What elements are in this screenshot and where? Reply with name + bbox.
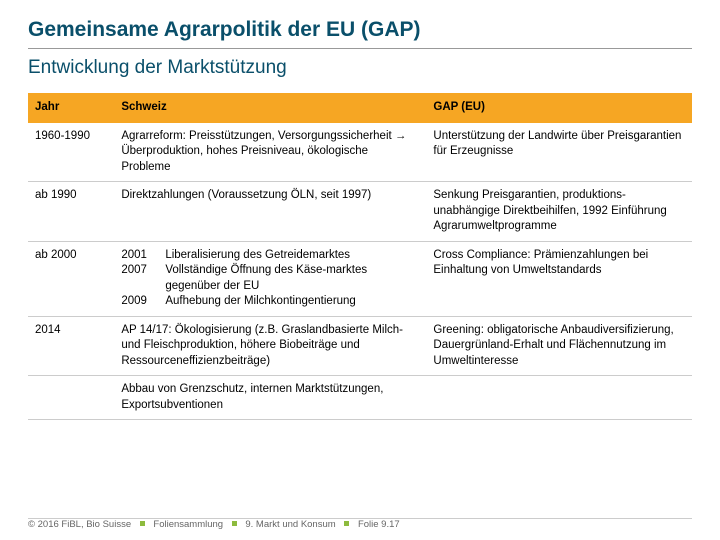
cell-ch: Direktzahlungen (Voraussetzung ÖLN, seit… xyxy=(114,182,426,242)
cell-year: 2014 xyxy=(28,316,114,376)
page-title: Gemeinsame Agrarpolitik der EU (GAP) xyxy=(28,18,692,49)
th-ch: Schweiz xyxy=(114,93,426,123)
cell-year: ab 2000 xyxy=(28,241,114,316)
cell-eu: Greening: obligatorische Anbaudiversifiz… xyxy=(426,316,692,376)
cell-eu: Cross Compliance: Prämienzahlungen bei E… xyxy=(426,241,692,316)
subtext: Aufhebung der Milchkontingentierung xyxy=(165,294,419,310)
table-row: Abbau von Grenzschutz, internen Marktstü… xyxy=(28,376,692,420)
th-eu: GAP (EU) xyxy=(426,93,692,123)
separator-icon xyxy=(232,521,237,526)
cell-year xyxy=(28,376,114,420)
cell-ch: Agrarreform: Preisstützungen, Versorgung… xyxy=(114,123,426,182)
subtext: Vollständige Öffnung des Käse-marktes ge… xyxy=(165,263,419,294)
subtext: Liberalisierung des Getreidemarktes xyxy=(165,248,419,264)
cell-year: ab 1990 xyxy=(28,182,114,242)
cell-eu: Senkung Preisgarantien, produktions-unab… xyxy=(426,182,692,242)
subyear: 2007 xyxy=(121,263,165,294)
separator-icon xyxy=(344,521,349,526)
cell-eu: Unterstützung der Landwirte über Preisga… xyxy=(426,123,692,182)
table-row: ab 2000 2001 Liberalisierung des Getreid… xyxy=(28,241,692,316)
table-row: 2014 AP 14/17: Ökologisierung (z.B. Gras… xyxy=(28,316,692,376)
footer-part: Foliensammlung xyxy=(153,519,223,530)
cell-eu xyxy=(426,376,692,420)
cell-ch: 2001 Liberalisierung des Getreidemarktes… xyxy=(114,241,426,316)
subyear: 2001 xyxy=(121,248,165,264)
table-row: ab 1990 Direktzahlungen (Voraussetzung Ö… xyxy=(28,182,692,242)
footer-copyright: © 2016 FiBL, Bio Suisse xyxy=(28,519,131,530)
policy-table: Jahr Schweiz GAP (EU) 1960-1990 Agrarref… xyxy=(28,93,692,420)
table-row: 1960-1990 Agrarreform: Preisstützungen, … xyxy=(28,123,692,182)
separator-icon xyxy=(140,521,145,526)
cell-ch: Abbau von Grenzschutz, internen Marktstü… xyxy=(114,376,426,420)
page-subtitle: Entwicklung der Marktstützung xyxy=(28,57,692,79)
th-year: Jahr xyxy=(28,93,114,123)
footer-part: 9. Markt und Konsum xyxy=(245,519,335,530)
cell-ch: AP 14/17: Ökologisierung (z.B. Graslandb… xyxy=(114,316,426,376)
cell-year: 1960-1990 xyxy=(28,123,114,182)
footer-part: Folie 9.17 xyxy=(358,519,400,530)
subyear: 2009 xyxy=(121,294,165,310)
slide-footer: © 2016 FiBL, Bio Suisse Foliensammlung 9… xyxy=(28,512,692,530)
